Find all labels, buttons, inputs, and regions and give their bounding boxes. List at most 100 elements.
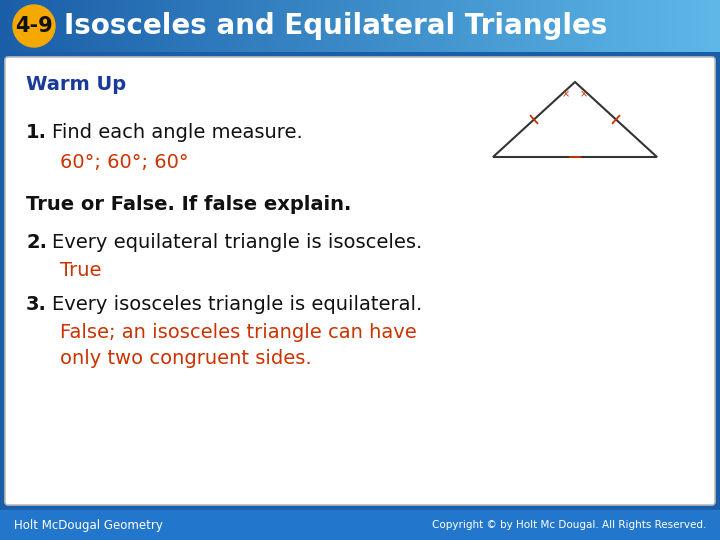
Bar	[274, 0, 282, 52]
Bar	[238, 0, 246, 52]
Bar	[619, 0, 627, 52]
Bar	[108, 0, 116, 52]
Bar	[288, 0, 296, 52]
Bar	[490, 0, 498, 52]
Text: Holt McDougal Geometry: Holt McDougal Geometry	[14, 518, 163, 531]
Bar	[461, 0, 469, 52]
Bar	[432, 0, 440, 52]
Bar	[187, 0, 195, 52]
Bar	[180, 0, 188, 52]
Bar	[418, 0, 426, 52]
Bar	[389, 0, 397, 52]
Bar	[101, 0, 109, 52]
Bar	[367, 0, 375, 52]
Bar	[202, 0, 210, 52]
Bar	[454, 0, 462, 52]
Bar	[533, 0, 541, 52]
Text: False; an isosceles triangle can have: False; an isosceles triangle can have	[60, 322, 417, 341]
Bar	[497, 0, 505, 52]
Bar	[425, 0, 433, 52]
Bar	[691, 0, 699, 52]
Bar	[58, 0, 66, 52]
Bar	[396, 0, 404, 52]
Bar	[540, 0, 548, 52]
Bar	[245, 0, 253, 52]
Text: 4-9: 4-9	[15, 16, 53, 36]
Bar	[655, 0, 663, 52]
Bar	[590, 0, 598, 52]
Bar	[338, 0, 346, 52]
Text: 60°; 60°; 60°: 60°; 60°; 60°	[60, 152, 189, 172]
Bar	[403, 0, 411, 52]
Bar	[158, 0, 166, 52]
Bar	[648, 0, 656, 52]
Bar	[446, 0, 454, 52]
Text: Isosceles and Equilateral Triangles: Isosceles and Equilateral Triangles	[64, 12, 608, 40]
Bar	[36, 0, 44, 52]
Bar	[684, 0, 692, 52]
Bar	[612, 0, 620, 52]
Bar	[324, 0, 332, 52]
Text: True or False. If false explain.: True or False. If false explain.	[26, 194, 351, 213]
Bar	[698, 0, 706, 52]
Bar	[374, 0, 382, 52]
Text: Warm Up: Warm Up	[26, 75, 126, 93]
Bar	[0, 0, 8, 52]
Bar	[29, 0, 37, 52]
Bar	[310, 0, 318, 52]
Bar	[475, 0, 483, 52]
Bar	[410, 0, 418, 52]
Bar	[331, 0, 339, 52]
Bar	[65, 0, 73, 52]
Text: Copyright © by Holt Mc Dougal. All Rights Reserved.: Copyright © by Holt Mc Dougal. All Right…	[431, 520, 706, 530]
Bar	[598, 0, 606, 52]
Bar	[302, 0, 310, 52]
Bar	[346, 0, 354, 52]
Bar	[194, 0, 202, 52]
Bar	[166, 0, 174, 52]
FancyBboxPatch shape	[5, 57, 715, 505]
Bar	[252, 0, 260, 52]
Bar	[7, 0, 15, 52]
Bar	[266, 0, 274, 52]
Bar	[562, 0, 570, 52]
Bar	[130, 0, 138, 52]
Bar	[94, 0, 102, 52]
Bar	[547, 0, 555, 52]
Text: only two congruent sides.: only two congruent sides.	[60, 348, 312, 368]
Bar	[670, 0, 678, 52]
Bar	[86, 0, 94, 52]
Circle shape	[13, 5, 55, 47]
Bar	[605, 0, 613, 52]
Bar	[50, 0, 58, 52]
Bar	[259, 0, 267, 52]
Bar	[173, 0, 181, 52]
Bar	[662, 0, 670, 52]
Bar	[223, 0, 231, 52]
Text: Every isosceles triangle is equilateral.: Every isosceles triangle is equilateral.	[52, 294, 422, 314]
Text: 3.: 3.	[26, 294, 47, 314]
Bar	[439, 0, 447, 52]
Bar	[360, 0, 368, 52]
Bar	[151, 0, 159, 52]
Bar	[43, 0, 51, 52]
Bar	[281, 0, 289, 52]
Bar	[569, 0, 577, 52]
Text: True: True	[60, 260, 102, 280]
Bar	[583, 0, 591, 52]
Bar	[526, 0, 534, 52]
Bar	[641, 0, 649, 52]
Bar	[230, 0, 238, 52]
Bar	[713, 0, 720, 52]
Bar	[22, 0, 30, 52]
Bar	[72, 0, 80, 52]
Bar	[115, 0, 123, 52]
Bar	[295, 0, 303, 52]
Bar	[576, 0, 584, 52]
Bar	[79, 0, 87, 52]
Bar	[468, 0, 476, 52]
Bar	[518, 0, 526, 52]
Bar	[216, 0, 224, 52]
Bar	[511, 0, 519, 52]
Bar	[137, 0, 145, 52]
